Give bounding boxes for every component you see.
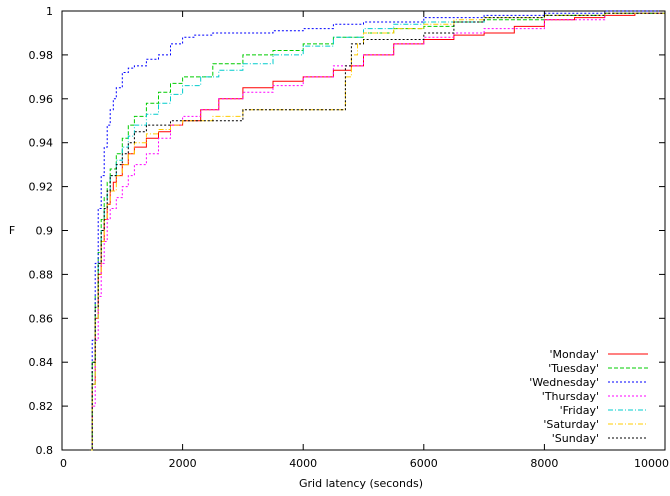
y-tick-label: 0.94: [29, 137, 54, 150]
x-tick-label: 0: [60, 457, 67, 470]
y-tick-label: 0.8: [36, 444, 54, 457]
y-tick-label: 0.92: [29, 181, 54, 194]
y-tick-label: 1: [46, 5, 53, 18]
y-tick-label: 0.98: [29, 49, 54, 62]
y-tick-label: 0.88: [29, 268, 54, 281]
y-axis: 0.8 0.82 0.84 0.86 0.88 0.9 0.92 0.94 0.96 0.98 1: [29, 5, 665, 457]
x-axis: 0 2000 4000 6000 8000 10000: [60, 11, 669, 470]
series-lines: [89, 10, 666, 451]
y-tick-label: 0.86: [29, 312, 54, 325]
x-tick-label: 4000: [289, 457, 317, 470]
x-axis-title: Grid latency (seconds): [299, 477, 423, 490]
series-line: [89, 11, 666, 451]
y-tick-label: 0.96: [29, 93, 54, 106]
y-axis-title: F: [9, 224, 15, 237]
x-tick-label: 10000: [634, 457, 669, 470]
legend-label: 'Thursday': [542, 390, 599, 403]
series-line: [89, 10, 665, 451]
legend: 'Monday''Tuesday''Wednesday''Thursday''F…: [529, 348, 648, 445]
legend-label: 'Friday': [560, 404, 599, 417]
x-tick-label: 6000: [410, 457, 438, 470]
series-line: [89, 11, 666, 451]
legend-label: 'Sunday': [552, 432, 599, 445]
x-tick-label: 8000: [530, 457, 558, 470]
legend-label: 'Wednesday': [529, 376, 599, 389]
y-tick-label: 0.84: [29, 356, 54, 369]
y-tick-label: 0.9: [36, 225, 54, 238]
legend-label: 'Tuesday': [548, 362, 599, 375]
y-tick-label: 0.82: [29, 400, 54, 413]
legend-label: 'Monday': [550, 348, 599, 361]
legend-label: 'Saturday': [543, 418, 599, 431]
series-line: [89, 11, 666, 451]
x-tick-label: 2000: [169, 457, 197, 470]
